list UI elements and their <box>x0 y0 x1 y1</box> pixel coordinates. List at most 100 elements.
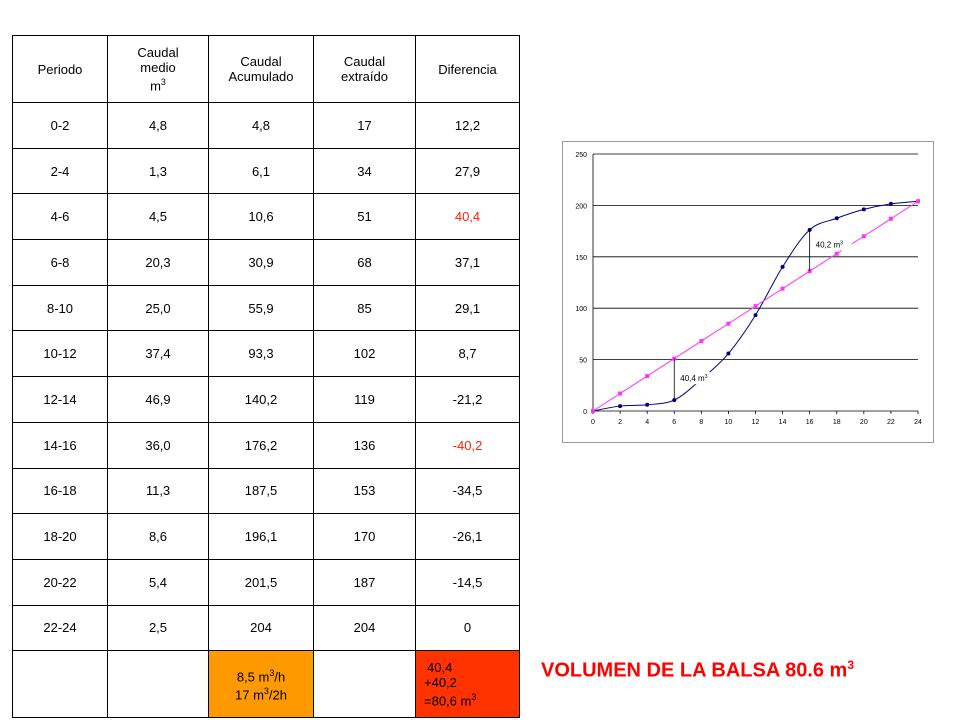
cell-acumulado: 93,3 <box>208 330 314 378</box>
x-tick-label: 14 <box>779 419 787 426</box>
data-point <box>834 216 839 221</box>
footer-empty-cell <box>313 650 416 719</box>
data-point <box>888 216 893 221</box>
x-tick-label: 2 <box>618 419 622 426</box>
table-row: 14-16 36,0 176,2 136 -40,2 <box>12 421 520 469</box>
cell-medio: 4,5 <box>107 193 209 241</box>
cell-diferencia: 12,2 <box>415 102 520 149</box>
header-caudal-extraido: Caudal extraído <box>313 35 416 103</box>
cell-diferencia: -14,5 <box>415 558 520 606</box>
cell-periodo: 0-2 <box>12 102 108 149</box>
cell-medio: 36,0 <box>107 421 209 469</box>
cell-diferencia: -40,2 <box>415 421 520 469</box>
x-tick-label: 16 <box>806 419 814 426</box>
y-tick-label: 200 <box>575 203 587 210</box>
table-header-row: Periodo Caudal medio m3 Caudal Acumulado… <box>12 35 520 103</box>
cell-extraido: 102 <box>313 330 416 378</box>
cell-diferencia: 29,1 <box>415 284 520 332</box>
x-tick-label: 10 <box>725 419 733 426</box>
data-point <box>807 227 812 232</box>
cell-medio: 8,6 <box>107 513 209 560</box>
balsa-volume-title: VOLUMEN DE LA BALSA 80.6 m3 <box>541 658 855 682</box>
cell-extraido: 119 <box>313 376 416 423</box>
cell-diferencia: 0 <box>415 604 520 652</box>
header-caudal-medio: Caudal medio m3 <box>107 35 209 103</box>
x-tick-label: 22 <box>887 419 895 426</box>
cell-medio: 11,3 <box>107 467 209 515</box>
x-tick-label: 0 <box>591 419 595 426</box>
cell-diferencia: 40,4 <box>415 193 520 241</box>
data-point <box>591 409 595 413</box>
y-tick-label: 250 <box>575 152 587 159</box>
cell-extraido: 68 <box>313 239 416 286</box>
cell-periodo: 18-20 <box>12 513 108 560</box>
cell-periodo: 14-16 <box>12 421 108 469</box>
cell-periodo: 6-8 <box>12 239 108 286</box>
data-point <box>861 234 866 239</box>
x-tick-label: 6 <box>672 419 676 426</box>
data-point <box>753 304 758 309</box>
cell-acumulado: 187,5 <box>208 467 314 515</box>
footer-caudal-medio-hourly: 8,5 m3/h 17 m3/2h <box>208 650 314 719</box>
cell-extraido: 17 <box>313 102 416 149</box>
cell-diferencia: -34,5 <box>415 467 520 515</box>
cell-acumulado: 204 <box>208 604 314 652</box>
data-point <box>618 404 623 409</box>
data-point <box>618 391 623 396</box>
table-row: 16-18 11,3 187,5 153 -34,5 <box>12 467 520 515</box>
cell-periodo: 8-10 <box>12 284 108 332</box>
header-periodo: Periodo <box>12 35 108 103</box>
data-point <box>807 269 812 274</box>
cell-diferencia: -26,1 <box>415 513 520 560</box>
y-tick-label: 100 <box>575 306 587 313</box>
table-row: 6-8 20,3 30,9 68 37,1 <box>12 239 520 286</box>
data-point <box>888 201 893 206</box>
x-tick-label: 24 <box>914 419 922 426</box>
cell-extraido: 51 <box>313 193 416 241</box>
table-row: 20-22 5,4 201,5 187 -14,5 <box>12 558 520 606</box>
header-caudal-acumulado: Caudal Acumulado <box>208 35 314 103</box>
cell-diferencia: 27,9 <box>415 147 520 195</box>
x-tick-label: 4 <box>645 419 649 426</box>
cell-periodo: 2-4 <box>12 147 108 195</box>
footer-volume-sum: 40,4 +40,2 =80,6 m3 <box>415 650 520 719</box>
cell-acumulado: 140,2 <box>208 376 314 423</box>
x-tick-label: 8 <box>699 419 703 426</box>
x-tick-label: 18 <box>833 419 841 426</box>
y-tick-label: 0 <box>583 409 587 416</box>
data-point <box>645 374 650 379</box>
cell-acumulado: 196,1 <box>208 513 314 560</box>
cell-acumulado: 30,9 <box>208 239 314 286</box>
cell-extraido: 204 <box>313 604 416 652</box>
y-tick-label: 150 <box>575 255 587 262</box>
table-row: 12-14 46,9 140,2 119 -21,2 <box>12 376 520 423</box>
annotation-bg <box>678 372 717 385</box>
cell-medio: 20,3 <box>107 239 209 286</box>
cell-acumulado: 6,1 <box>208 147 314 195</box>
data-point <box>753 313 758 318</box>
table-row: 0-2 4,8 4,8 17 12,2 <box>12 102 520 149</box>
cell-medio: 25,0 <box>107 284 209 332</box>
flow-table: Periodo Caudal medio m3 Caudal Acumulado… <box>12 35 520 719</box>
annotation-bg <box>813 238 852 251</box>
cell-medio: 1,3 <box>107 147 209 195</box>
x-tick-label: 12 <box>752 419 760 426</box>
data-point <box>916 199 920 204</box>
data-point <box>780 264 785 269</box>
cell-acumulado: 55,9 <box>208 284 314 332</box>
cell-diferencia: 37,1 <box>415 239 520 286</box>
data-point <box>861 207 866 212</box>
cell-medio: 4,8 <box>107 102 209 149</box>
cell-periodo: 16-18 <box>12 467 108 515</box>
cell-periodo: 22-24 <box>12 604 108 652</box>
table-row: 4-6 4,5 10,6 51 40,4 <box>12 193 520 241</box>
table-row: 22-24 2,5 204 204 0 <box>12 604 520 652</box>
cell-acumulado: 201,5 <box>208 558 314 606</box>
header-diferencia: Diferencia <box>415 35 520 103</box>
table-row: 2-4 1,3 6,1 34 27,9 <box>12 147 520 195</box>
table-row: 10-12 37,4 93,3 102 8,7 <box>12 330 520 378</box>
annotation-label: 40,2 m3 <box>816 241 843 250</box>
cell-extraido: 34 <box>313 147 416 195</box>
cell-medio: 5,4 <box>107 558 209 606</box>
